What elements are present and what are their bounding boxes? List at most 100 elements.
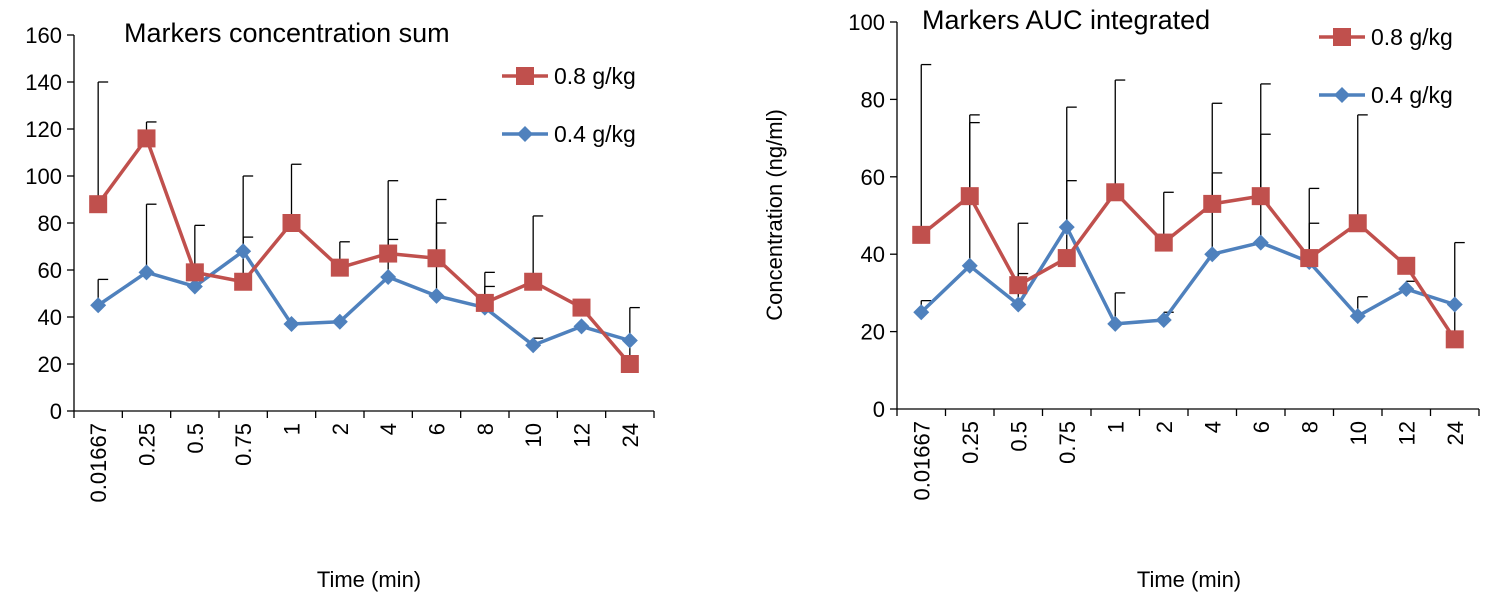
legend-label: 0.4 g/kg bbox=[554, 121, 636, 147]
data-point-low-dose bbox=[1010, 296, 1027, 313]
data-point-high-dose bbox=[1203, 194, 1222, 213]
legend-marker bbox=[1334, 87, 1350, 103]
data-point-high-dose bbox=[1300, 249, 1319, 268]
x-tick-label: 2 bbox=[1152, 421, 1177, 433]
x-axis-title: Time (min) bbox=[317, 567, 421, 592]
data-point-low-dose bbox=[1107, 315, 1124, 332]
data-point-high-dose bbox=[960, 187, 979, 206]
y-tick-label: 40 bbox=[38, 305, 62, 330]
data-point-low-dose bbox=[573, 318, 590, 335]
x-tick-label: 1 bbox=[280, 423, 305, 435]
x-tick-label: 24 bbox=[1443, 421, 1468, 445]
x-tick-label: 0.5 bbox=[183, 423, 208, 454]
x-tick-label: 0.25 bbox=[958, 421, 983, 464]
x-tick-label: 8 bbox=[1297, 421, 1322, 433]
x-tick-label: 10 bbox=[521, 423, 546, 447]
data-point-low-dose bbox=[1058, 219, 1075, 236]
chart-title: Markers AUC integrated bbox=[922, 5, 1210, 35]
data-point-high-dose bbox=[620, 355, 639, 373]
y-tick-label: 0 bbox=[50, 399, 62, 424]
data-point-high-dose bbox=[234, 272, 253, 291]
x-axis-title: Time (min) bbox=[1137, 567, 1241, 592]
legend-marker bbox=[1333, 28, 1351, 46]
data-point-high-dose bbox=[1057, 249, 1076, 268]
y-tick-label: 60 bbox=[38, 258, 62, 283]
data-point-high-dose bbox=[524, 272, 543, 291]
data-point-high-dose bbox=[137, 129, 156, 148]
data-point-low-dose bbox=[380, 269, 397, 286]
data-point-low-dose bbox=[1252, 234, 1269, 251]
x-tick-label: 2 bbox=[328, 423, 353, 435]
y-tick-label: 0 bbox=[873, 397, 885, 422]
y-tick-label: 80 bbox=[38, 211, 62, 236]
data-point-low-dose bbox=[90, 297, 107, 314]
data-point-low-dose bbox=[186, 278, 203, 295]
x-tick-label: 12 bbox=[570, 423, 595, 447]
x-tick-label: 6 bbox=[425, 423, 450, 435]
data-point-low-dose bbox=[428, 287, 445, 304]
y-tick-label: 20 bbox=[861, 320, 885, 345]
data-point-low-dose bbox=[1446, 296, 1463, 313]
data-point-low-dose bbox=[138, 264, 155, 281]
data-point-low-dose bbox=[235, 243, 252, 260]
y-axis-title: Concentration (ng/ml) bbox=[762, 109, 787, 321]
data-point-high-dose bbox=[1009, 276, 1028, 295]
legend-label: 0.8 g/kg bbox=[554, 63, 636, 89]
data-point-high-dose bbox=[89, 195, 108, 214]
data-point-low-dose bbox=[1155, 311, 1172, 328]
x-tick-label: 0.25 bbox=[135, 423, 160, 466]
legend-label: 0.8 g/kg bbox=[1371, 24, 1453, 50]
data-point-high-dose bbox=[185, 263, 204, 282]
data-point-high-dose bbox=[1445, 330, 1464, 349]
data-point-low-dose bbox=[1349, 308, 1366, 325]
x-tick-label: 0.5 bbox=[1006, 421, 1031, 452]
series-line-high-dose bbox=[920, 190, 1457, 341]
data-point-high-dose bbox=[1348, 214, 1367, 233]
data-point-high-dose bbox=[330, 258, 349, 277]
data-point-high-dose bbox=[1397, 256, 1416, 275]
series-line-low-dose bbox=[920, 225, 1456, 326]
data-point-low-dose bbox=[961, 257, 978, 274]
x-tick-label: 10 bbox=[1346, 421, 1371, 445]
y-tick-label: 20 bbox=[38, 352, 62, 377]
y-tick-label: 140 bbox=[25, 70, 62, 95]
data-point-high-dose bbox=[427, 249, 446, 268]
data-point-low-dose bbox=[331, 313, 348, 330]
y-tick-label: 80 bbox=[861, 87, 885, 112]
x-tick-label: 0.75 bbox=[1055, 421, 1080, 464]
y-tick-label: 60 bbox=[861, 165, 885, 190]
data-point-low-dose bbox=[913, 304, 930, 321]
data-point-high-dose bbox=[1251, 187, 1270, 206]
x-tick-label: 0.01667 bbox=[86, 423, 111, 503]
y-tick-label: 120 bbox=[25, 117, 62, 142]
data-point-high-dose bbox=[475, 293, 494, 312]
y-tick-label: 40 bbox=[861, 242, 885, 267]
data-point-high-dose bbox=[1154, 233, 1173, 252]
series-line-low-dose bbox=[97, 249, 631, 347]
x-tick-label: 6 bbox=[1249, 421, 1274, 433]
data-point-high-dose bbox=[1106, 183, 1125, 202]
legend-label: 0.4 g/kg bbox=[1371, 82, 1453, 108]
data-point-high-dose bbox=[572, 298, 591, 317]
data-point-low-dose bbox=[1398, 281, 1415, 298]
x-tick-label: 8 bbox=[473, 423, 498, 435]
x-tick-label: 0.01667 bbox=[909, 421, 934, 501]
data-point-low-dose bbox=[621, 332, 638, 349]
x-tick-label: 4 bbox=[1200, 421, 1225, 433]
data-point-high-dose bbox=[282, 214, 301, 232]
legend-marker bbox=[516, 67, 534, 85]
data-point-low-dose bbox=[283, 316, 300, 333]
y-tick-label: 100 bbox=[25, 164, 62, 189]
x-tick-label: 0.75 bbox=[231, 423, 256, 466]
data-point-high-dose bbox=[379, 244, 398, 263]
legend-marker bbox=[517, 126, 533, 142]
data-point-low-dose bbox=[525, 337, 542, 354]
y-tick-label: 160 bbox=[25, 23, 62, 48]
chart-title: Markers concentration sum bbox=[124, 18, 450, 48]
chart-1: 0 20 40 60 80 100 120 140 160 0.01667 0.25 0.5 0.75 1… bbox=[25, 18, 655, 592]
y-tick-label: 100 bbox=[848, 10, 885, 35]
x-tick-label: 24 bbox=[618, 423, 643, 447]
